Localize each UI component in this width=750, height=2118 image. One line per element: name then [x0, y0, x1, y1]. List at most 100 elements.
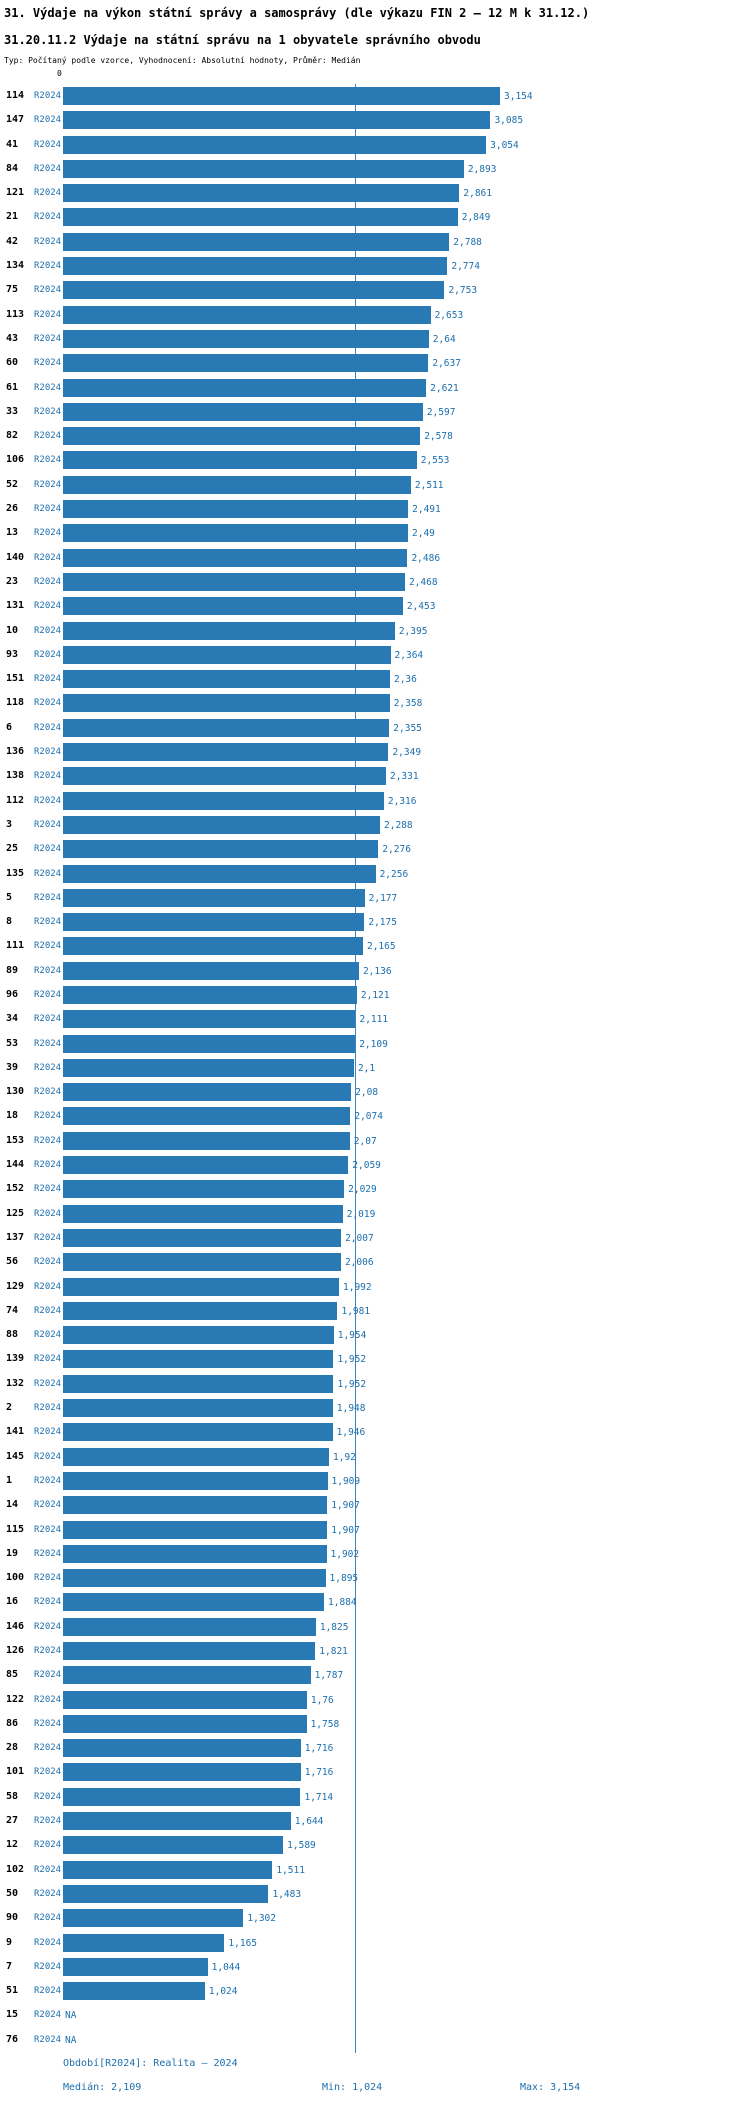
bar-value-label: 1,821 [319, 1646, 348, 1657]
chart-row: 26 R2024 2,491 [0, 497, 750, 521]
chart-row: 132 R2024 1,952 [0, 1372, 750, 1396]
row-period-label: R2024 [34, 917, 62, 928]
chart-row: 16 R2024 1,884 [0, 1590, 750, 1614]
row-id-label: 146 [6, 1620, 25, 1632]
row-id-label: 152 [6, 1183, 25, 1195]
row-period-label: R2024 [34, 406, 62, 417]
bar-value-label: 2,177 [368, 892, 398, 904]
bar-value-label: 1,511 [276, 1864, 305, 1876]
value-bar [63, 572, 405, 591]
footer-period-label: Období[R2024]: Realita – 2024 [63, 2058, 238, 2069]
row-period-label: R2024 [34, 625, 62, 636]
value-bar [63, 1010, 356, 1029]
bar-value-label: 2,121 [360, 989, 390, 1001]
value-bar [63, 961, 359, 980]
row-period-label: R2024 [34, 1062, 62, 1073]
value-bar [63, 840, 379, 859]
value-bar [63, 694, 390, 713]
value-bar [63, 232, 450, 251]
row-id-label: 118 [6, 697, 25, 709]
value-bar [63, 500, 409, 519]
row-id-label: 74 [6, 1304, 19, 1316]
row-id-label: 126 [6, 1645, 25, 1656]
row-id-label: 8 [6, 916, 13, 928]
chart-row: 41 R2024 3,054 [0, 133, 750, 157]
bar-value-label: 2,849 [461, 212, 491, 224]
row-period-label: R2024 [34, 358, 62, 369]
chart-row: 82 R2024 2,578 [0, 424, 750, 448]
row-id-label: 75 [6, 284, 19, 296]
value-bar [63, 1156, 349, 1175]
row-period-label: R2024 [34, 528, 62, 539]
chart-row: 50 R2024 1,483 [0, 1882, 750, 1906]
chart-row: 53 R2024 2,109 [0, 1032, 750, 1056]
row-period-label: R2024 [34, 212, 62, 223]
chart-row: 74 R2024 1,981 [0, 1299, 750, 1323]
chart-row: 33 R2024 2,597 [0, 400, 750, 424]
row-period-label: R2024 [34, 2034, 62, 2045]
row-period-label: R2024 [34, 552, 62, 563]
row-period-label: R2024 [34, 1524, 62, 1535]
bar-value-label: NA [65, 2010, 77, 2022]
value-bar [63, 1301, 338, 1320]
row-id-label: 18 [6, 1110, 19, 1122]
bar-value-label: 2,453 [406, 601, 436, 613]
value-bar [63, 1957, 208, 1976]
chart-row: 121 R2024 2,861 [0, 181, 750, 205]
bar-value-label: 2,074 [354, 1111, 383, 1123]
row-period-label: R2024 [34, 1427, 62, 1438]
row-id-label: 2 [6, 1402, 13, 1414]
row-period-label: R2024 [34, 989, 62, 1000]
value-bar [63, 475, 411, 494]
value-bar [63, 427, 421, 446]
chart-row: 75 R2024 2,753 [0, 278, 750, 302]
row-id-label: 60 [6, 357, 19, 369]
row-id-label: 89 [6, 964, 19, 976]
chart-row: 21 R2024 2,849 [0, 205, 750, 229]
row-period-label: R2024 [34, 431, 62, 442]
value-bar [63, 1520, 328, 1539]
value-bar [63, 815, 380, 834]
chart-rows: 114 R2024 3,154 147 R2024 3,085 41 R2024… [0, 84, 750, 2053]
chart-row: 7 R2024 1,044 [0, 1955, 750, 1979]
bar-value-label: 1,884 [328, 1597, 357, 1609]
bar-value-label: 2,637 [432, 358, 461, 370]
value-bar [63, 1277, 339, 1296]
bar-value-label: 1,589 [287, 1840, 316, 1852]
bar-value-label: 2,006 [344, 1257, 374, 1269]
value-bar [63, 87, 500, 105]
value-bar [63, 1787, 301, 1806]
bar-chart: 114 R2024 3,154 147 R2024 3,085 41 R2024… [0, 84, 750, 2053]
row-id-label: 16 [6, 1596, 19, 1608]
bar-value-label: 2,316 [387, 795, 417, 807]
chart-row: 152 R2024 2,029 [0, 1177, 750, 1201]
value-bar [63, 1860, 273, 1879]
bar-value-label: 1,165 [228, 1937, 258, 1949]
bar-value-label: 1,044 [211, 1961, 241, 1973]
row-id-label: 122 [6, 1693, 25, 1705]
value-bar [63, 985, 357, 1004]
value-bar [63, 937, 363, 956]
value-bar [63, 1447, 330, 1466]
row-period-label: R2024 [34, 1232, 62, 1243]
row-period-label: R2024 [34, 1330, 62, 1341]
row-period-label: R2024 [34, 1281, 62, 1292]
value-bar [63, 1204, 343, 1223]
row-period-label: R2024 [34, 1573, 62, 1584]
bar-value-label: 1,758 [310, 1718, 340, 1730]
row-id-label: 147 [6, 114, 25, 126]
row-period-label: R2024 [34, 188, 62, 199]
row-id-label: 58 [6, 1790, 19, 1802]
chart-row: 88 R2024 1,954 [0, 1323, 750, 1347]
row-id-label: 19 [6, 1547, 19, 1559]
chart-row: 144 R2024 2,059 [0, 1153, 750, 1177]
row-id-label: 15 [6, 2009, 19, 2021]
bar-value-label: 2,788 [453, 236, 482, 248]
value-bar [63, 791, 384, 810]
value-bar [63, 743, 389, 762]
bar-value-label: 1,992 [343, 1281, 372, 1293]
chart-row: 100 R2024 1,895 [0, 1566, 750, 1590]
row-period-label: R2024 [34, 965, 62, 976]
row-id-label: 113 [6, 308, 25, 320]
chart-row: 122 R2024 1,76 [0, 1688, 750, 1712]
